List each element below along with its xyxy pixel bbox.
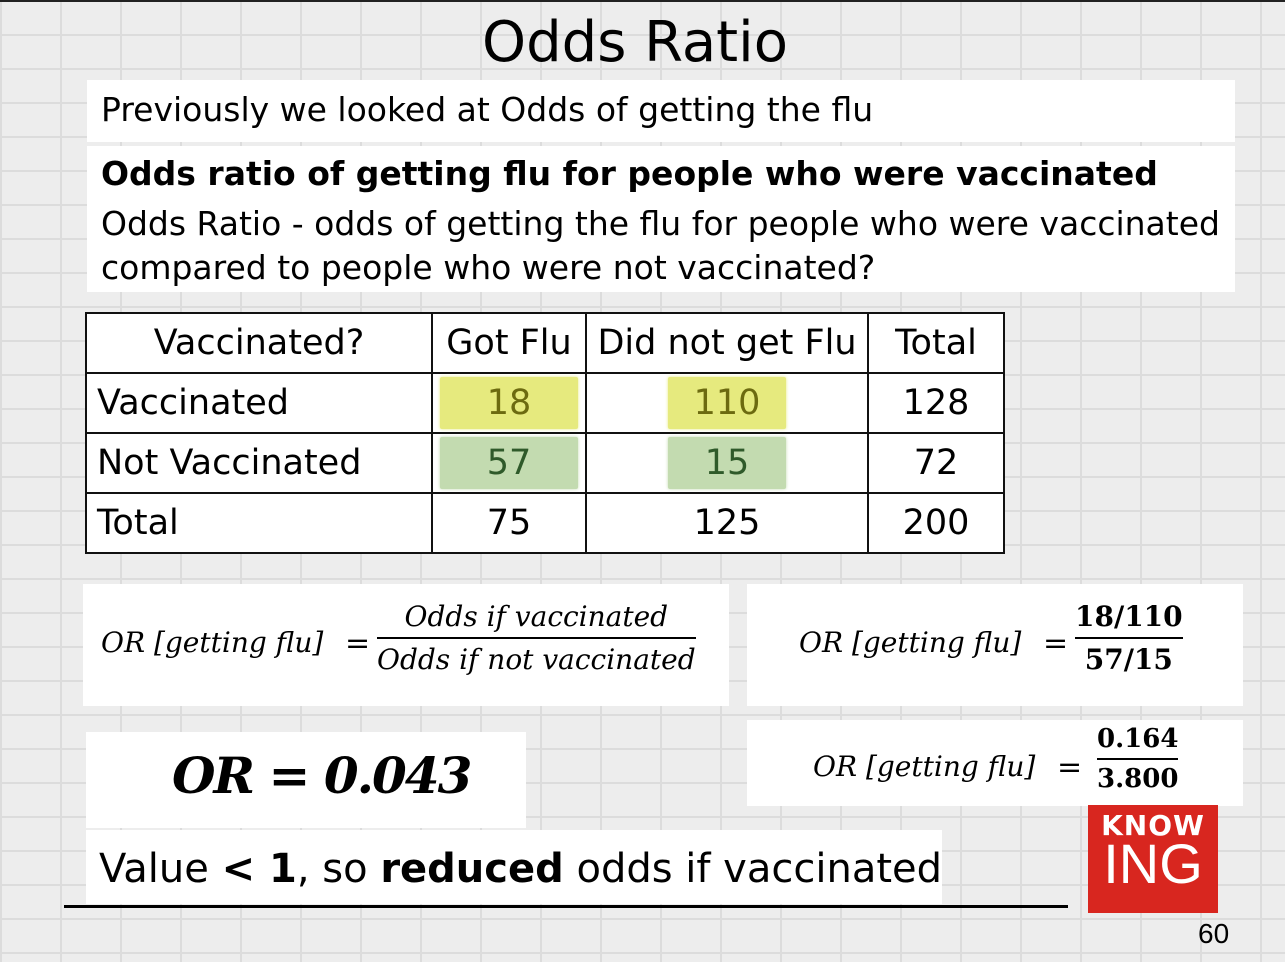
fraction-numerator: Odds if vaccinated [404,600,669,633]
fraction-bar [1075,637,1183,639]
table-header-total: Total [867,312,1005,374]
equals-sign: = [345,626,371,661]
equals-sign: = [1043,626,1069,661]
formula-general: OR [getting flu] = Odds if vaccinated Od… [83,584,729,706]
row-label: Vaccinated [85,372,433,434]
table-header-no-flu: Did not get Flu [585,312,869,374]
fraction-denominator: Odds if not vaccinated [377,643,696,676]
cell-total: 128 [867,372,1005,434]
fraction-bar [1097,758,1179,760]
definition-panel: Odds ratio of getting flu for people who… [87,146,1235,292]
fraction-numerator: 18/110 [1075,600,1183,633]
cell-no-flu: 15 [585,432,869,494]
fraction: 0.164 3.800 [1097,724,1179,794]
table-header-row: Vaccinated? Got Flu Did not get Flu Tota… [85,312,1005,374]
fraction-bar [377,637,696,639]
fraction-denominator: 3.800 [1097,764,1179,794]
fraction: Odds if vaccinated Odds if not vaccinate… [377,600,696,676]
definition-heading: Odds ratio of getting flu for people who… [101,154,1158,193]
cell-no-flu: 125 [585,492,869,554]
formula-computed: OR [getting flu] = 0.164 3.800 [747,720,1243,806]
logo-bottom-text: ING [1103,832,1203,895]
cell-no-flu: 110 [585,372,869,434]
cell-got-flu: 75 [431,492,587,554]
fraction: 18/110 57/15 [1075,600,1183,676]
formula-lhs: OR [getting flu] [799,626,1022,659]
conclusion-text: Value < 1, so reduced odds if vaccinated [99,846,942,892]
cell-total: 200 [867,492,1005,554]
highlight-cell: 15 [668,437,786,489]
contingency-table: Vaccinated? Got Flu Did not get Flu Tota… [85,312,1005,554]
fraction-denominator: 57/15 [1084,643,1173,676]
formula-lhs: OR [getting flu] [813,750,1036,783]
row-label: Total [85,492,433,554]
conclusion-prefix: Value [99,846,222,892]
result-value: OR = 0.043 [172,746,472,805]
logo-top-text: KNOW [1101,809,1205,842]
page-number: 60 [1198,918,1230,949]
table-row: Total 75 125 200 [85,492,1005,554]
table-row: Not Vaccinated 57 15 72 [85,432,1005,494]
conclusion-emphasis: reduced [380,846,564,892]
conclusion-suffix: odds if vaccinated [563,846,943,892]
intro-panel: Previously we looked at Odds of getting … [87,80,1235,142]
knowing-logo: KNOW ING [1088,805,1218,913]
conclusion-middle: , so [296,846,381,892]
result-panel: OR = 0.043 [86,732,526,828]
cell-got-flu: 18 [431,372,587,434]
conclusion-comparison: < 1 [221,846,297,892]
table-header-vaccinated: Vaccinated? [85,312,433,374]
conclusion-panel: Value < 1, so reduced odds if vaccinated [86,830,942,904]
table-header-got-flu: Got Flu [431,312,587,374]
cell-got-flu: 57 [431,432,587,494]
conclusion-underline [64,905,1068,908]
formula-substituted: OR [getting flu] = 18/110 57/15 [747,584,1243,706]
cell-total: 72 [867,432,1005,494]
intro-text: Previously we looked at Odds of getting … [101,90,874,129]
highlight-cell: 18 [440,377,578,429]
row-label: Not Vaccinated [85,432,433,494]
highlight-cell: 57 [440,437,578,489]
definition-body: Odds Ratio - odds of getting the flu for… [101,204,1220,287]
equals-sign: = [1057,750,1083,785]
slide-title: Odds Ratio [482,10,788,75]
fraction-numerator: 0.164 [1097,724,1179,754]
table-row: Vaccinated 18 110 128 [85,372,1005,434]
top-border [0,0,1285,2]
highlight-cell: 110 [668,377,786,429]
formula-lhs: OR [getting flu] [101,626,324,659]
